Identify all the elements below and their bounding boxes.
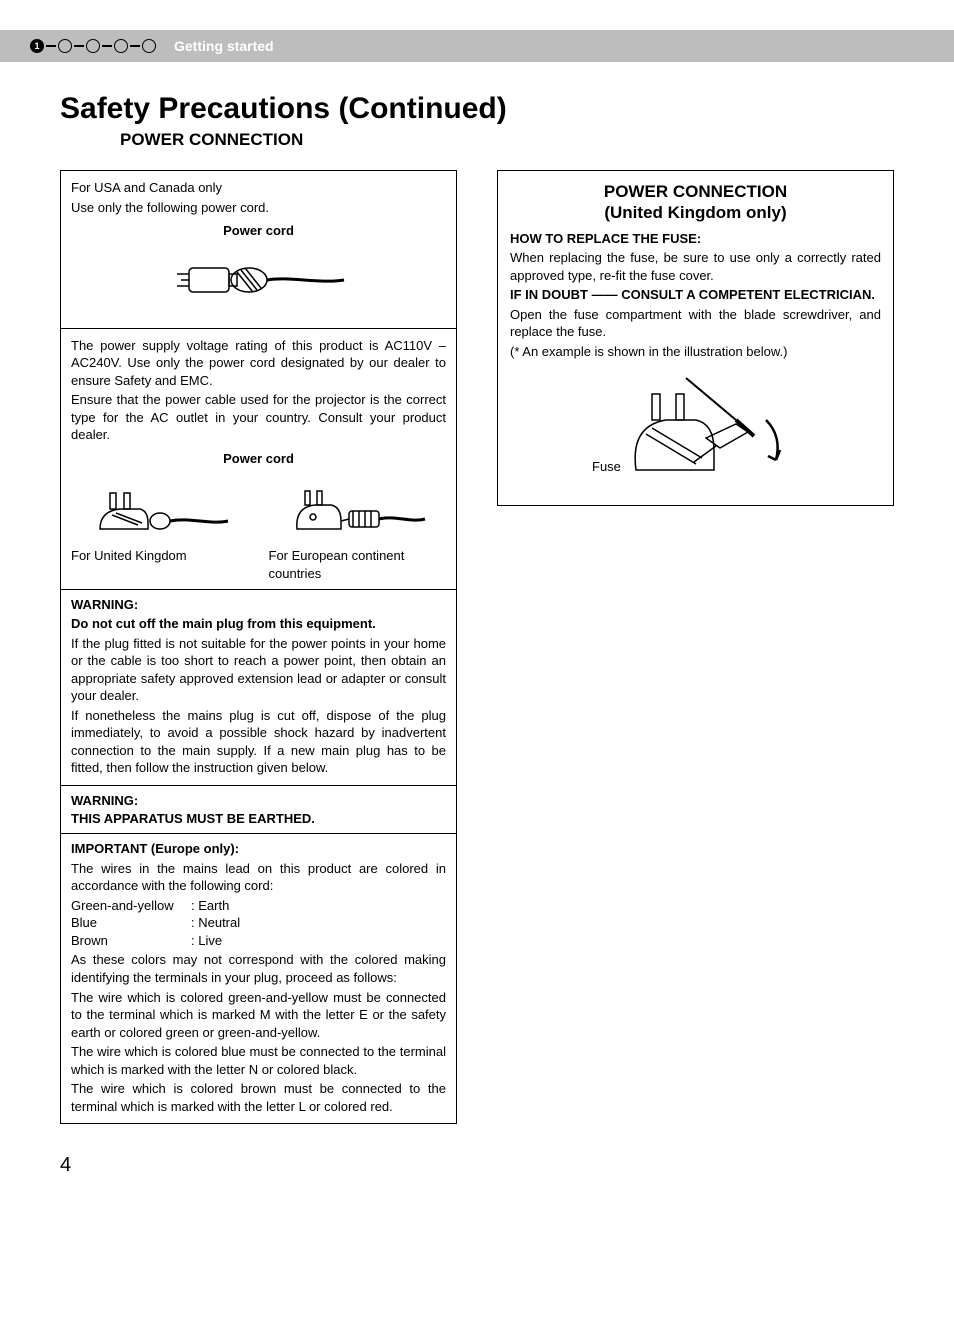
important-label: IMPORTANT (Europe only):	[71, 840, 446, 858]
step-dot-5	[142, 39, 156, 53]
uk-plug-col: For United Kingdom	[71, 473, 249, 582]
left-column: For USA and Canada only Use only the fol…	[60, 170, 457, 1124]
wire-value: : Earth	[191, 897, 229, 915]
wire-label: Blue	[71, 914, 191, 932]
step-connector	[74, 45, 84, 47]
eu-plug-illustration	[269, 481, 447, 541]
right-p3: (* An example is shown in the illustrati…	[510, 343, 881, 361]
header-bar: 1 Getting started	[0, 30, 954, 62]
content-columns: For USA and Canada only Use only the fol…	[60, 170, 894, 1124]
step-dot-4	[114, 39, 128, 53]
wire-label: Brown	[71, 932, 191, 950]
wire-row: Blue : Neutral	[71, 914, 446, 932]
important-p2: As these colors may not correspond with …	[71, 951, 446, 986]
right-p2: Open the fuse compartment with the blade…	[510, 306, 881, 341]
page-title: Safety Precautions (Continued)	[60, 92, 894, 126]
warning-cut-box: WARNING: Do not cut off the main plug fr…	[60, 590, 457, 786]
wire-row: Green-and-yellow : Earth	[71, 897, 446, 915]
fuse-caption: Fuse	[592, 458, 621, 476]
step-dot-2	[58, 39, 72, 53]
uk-fuse-box: POWER CONNECTION (United Kingdom only) H…	[497, 170, 894, 506]
wire-value: : Live	[191, 932, 222, 950]
power-cord-label: Power cord	[71, 222, 446, 240]
plug-row: For United Kingdom	[71, 473, 446, 582]
how-to-label: HOW TO REPLACE THE FUSE:	[510, 230, 881, 248]
important-p5: The wire which is colored brown must be …	[71, 1080, 446, 1115]
uk-caption: For United Kingdom	[71, 547, 249, 565]
step-connector	[46, 45, 56, 47]
important-p4: The wire which is colored blue must be c…	[71, 1043, 446, 1078]
right-title-l2: (United Kingdom only)	[604, 203, 786, 222]
important-europe-box: IMPORTANT (Europe only): The wires in th…	[60, 834, 457, 1124]
earthed-line: THIS APPARATUS MUST BE EARTHED.	[71, 810, 446, 828]
right-title: POWER CONNECTION (United Kingdom only)	[510, 181, 881, 224]
important-p1: The wires in the mains lead on this prod…	[71, 860, 446, 895]
earthed-box: WARNING: THIS APPARATUS MUST BE EARTHED.	[60, 786, 457, 834]
warning-bold-line: Do not cut off the main plug from this e…	[71, 615, 446, 633]
eu-plug-col: For European continent countries	[269, 473, 447, 582]
usa-canada-box: For USA and Canada only Use only the fol…	[60, 170, 457, 329]
right-p1: When replacing the fuse, be sure to use …	[510, 249, 881, 284]
step-dot-1: 1	[30, 39, 44, 53]
fuse-illustration: Fuse	[510, 370, 881, 495]
us-plug-illustration	[71, 248, 446, 308]
eu-caption: For European continent countries	[269, 547, 447, 582]
warning-label-2: WARNING:	[71, 792, 446, 810]
step-indicator: 1	[30, 39, 156, 53]
right-column: POWER CONNECTION (United Kingdom only) H…	[497, 170, 894, 506]
power-cord-label-2: Power cord	[71, 450, 446, 468]
usa-line2: Use only the following power cord.	[71, 199, 446, 217]
step-connector	[130, 45, 140, 47]
voltage-p2: Ensure that the power cable used for the…	[71, 391, 446, 444]
uk-plug-illustration	[71, 481, 249, 541]
voltage-box: The power supply voltage rating of this …	[60, 329, 457, 590]
important-p3: The wire which is colored green-and-yell…	[71, 989, 446, 1042]
wire-table: Green-and-yellow : Earth Blue : Neutral …	[71, 897, 446, 950]
usa-line1: For USA and Canada only	[71, 179, 446, 197]
wire-row: Brown : Live	[71, 932, 446, 950]
voltage-p1: The power supply voltage rating of this …	[71, 337, 446, 390]
page-number: 4	[60, 1154, 954, 1177]
warning-label: WARNING:	[71, 596, 446, 614]
page-content: Safety Precautions (Continued) POWER CON…	[0, 62, 954, 1124]
warning-p1: If the plug fitted is not suitable for t…	[71, 635, 446, 705]
wire-label: Green-and-yellow	[71, 897, 191, 915]
page-subtitle: POWER CONNECTION	[120, 130, 894, 150]
step-number: 1	[34, 41, 39, 51]
wire-value: : Neutral	[191, 914, 240, 932]
warning-p2: If nonetheless the mains plug is cut off…	[71, 707, 446, 777]
header-title: Getting started	[174, 38, 274, 54]
step-connector	[102, 45, 112, 47]
doubt-line: IF IN DOUBT —— CONSULT A COMPETENT ELECT…	[510, 286, 881, 304]
step-dot-3	[86, 39, 100, 53]
right-title-l1: POWER CONNECTION	[604, 182, 787, 201]
